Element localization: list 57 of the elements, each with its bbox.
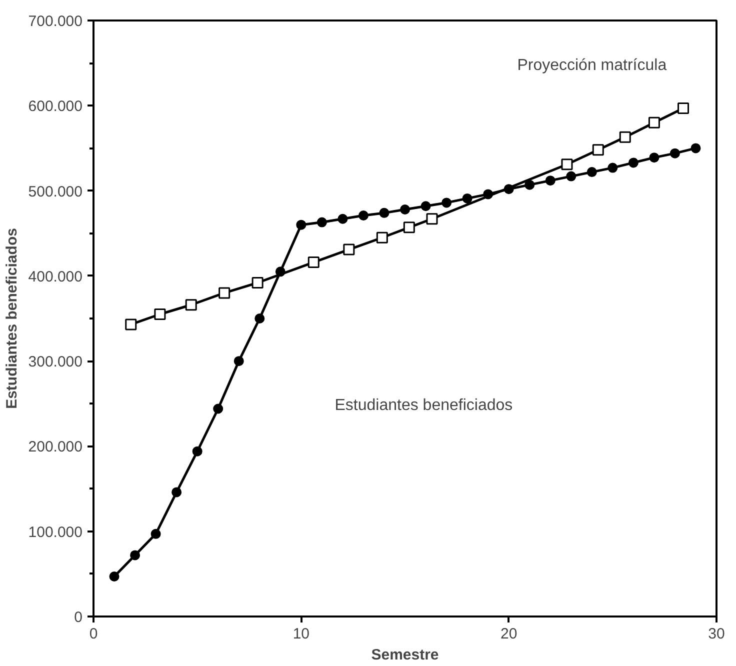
- point: [234, 356, 244, 366]
- point: [213, 404, 224, 414]
- x-tick-label: 20: [500, 626, 518, 642]
- point: [403, 222, 415, 234]
- x-axis-title: Semestre: [371, 646, 439, 664]
- point: [586, 167, 597, 178]
- y-tick-label: 400.000: [28, 268, 83, 286]
- annotation: Estudiantes beneficiados: [334, 396, 513, 414]
- y-tick-label: 0: [74, 609, 82, 626]
- point: [561, 158, 573, 170]
- annotation: Proyección matrícula: [517, 57, 667, 74]
- y-tick-label: 200.000: [28, 438, 83, 456]
- point: [358, 210, 368, 220]
- y-axis-title: Estudiantes beneficiados: [3, 228, 20, 409]
- point: [524, 180, 535, 190]
- point: [172, 487, 182, 498]
- x-tick-label: 30: [708, 626, 725, 642]
- point: [566, 171, 576, 182]
- point: [252, 276, 264, 288]
- point: [109, 571, 120, 582]
- point: [192, 446, 202, 456]
- point: [150, 528, 161, 539]
- x-tick-label: 10: [292, 626, 310, 642]
- y-tick-label: 500.000: [28, 183, 83, 200]
- point: [545, 176, 556, 186]
- point: [218, 287, 230, 299]
- point: [376, 232, 388, 244]
- point: [592, 144, 604, 156]
- point: [690, 143, 701, 154]
- point: [185, 299, 197, 311]
- y-tick-label: 100.000: [28, 524, 83, 541]
- point: [648, 116, 660, 128]
- point: [343, 244, 355, 256]
- point: [338, 214, 348, 224]
- point: [400, 204, 410, 215]
- x-tick-label: 0: [89, 626, 98, 642]
- point: [462, 193, 472, 204]
- point: [254, 314, 265, 324]
- y-tick-label: 600.000: [28, 98, 83, 116]
- point: [628, 158, 638, 168]
- point: [308, 256, 320, 268]
- point: [316, 217, 327, 228]
- point: [619, 131, 631, 143]
- point: [379, 208, 390, 218]
- point: [130, 550, 140, 560]
- point: [649, 152, 660, 163]
- point: [442, 198, 452, 208]
- point: [296, 220, 306, 230]
- point: [154, 308, 166, 320]
- point: [670, 148, 680, 158]
- point: [125, 318, 137, 330]
- point: [420, 201, 431, 212]
- y-tick-label: 300.000: [28, 354, 83, 371]
- point: [678, 102, 690, 114]
- y-tick-label: 700.000: [28, 13, 83, 30]
- point: [426, 213, 438, 225]
- point: [608, 162, 618, 173]
